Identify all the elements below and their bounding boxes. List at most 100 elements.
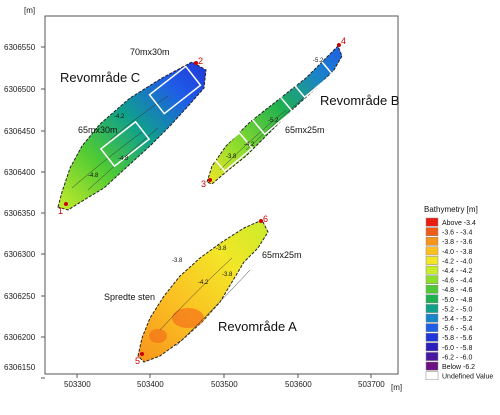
legend-swatch (425, 361, 439, 371)
y-tick-label: 6306150 (4, 363, 36, 372)
legend-swatch (425, 371, 439, 381)
region-c-dim-bottom: 65mx30m (78, 125, 118, 135)
legend-label: -4.4 - -4.2 (442, 268, 472, 275)
contour-label: -4.2 (114, 114, 125, 120)
legend-label: -4.6 - -4.4 (442, 278, 472, 285)
legend-swatch (425, 342, 439, 352)
plot-frame (44, 15, 399, 375)
corner-marker (337, 43, 341, 47)
shallow-patch (149, 329, 167, 343)
y-tick-label: 6306350 (4, 209, 36, 218)
legend-label: -3.6 - -3.4 (442, 230, 472, 237)
contour-label: -5.2 (313, 58, 324, 64)
x-axis: 503300 503400 503500 503600 503700 (64, 374, 385, 389)
contour-line (109, 95, 169, 141)
corner-number: 1 (58, 206, 63, 216)
legend-swatch (425, 246, 439, 256)
legend-label: -5.8 - -5.6 (442, 335, 472, 342)
contour-line (71, 131, 143, 189)
legend-swatch (425, 323, 439, 333)
reef-box-c-upper (148, 65, 202, 115)
contour-line (159, 257, 233, 331)
reef-box-c-lower (99, 120, 151, 168)
corner-number: 3 (201, 179, 206, 189)
corner-marker (64, 202, 68, 206)
bathymetry-legend: Bathymetry [m] Above -3.4 -3.6 - -3.4 -3.8… (424, 205, 493, 381)
legend-swatch (425, 313, 439, 323)
legend-title: Bathymetry [m] (424, 205, 478, 214)
region-a-dim: 65mx25m (262, 250, 302, 260)
legend-label: -5.6 - -5.4 (442, 326, 472, 333)
legend-label: Below -6.2 (442, 364, 475, 371)
x-tick-label: 503300 (64, 380, 91, 389)
region-c-title: Revområde C (60, 70, 140, 85)
contour-label: -4.8 (118, 156, 129, 162)
x-tick-label: 503500 (211, 380, 238, 389)
corner-number: 4 (341, 36, 346, 46)
legend-swatch (425, 256, 439, 265)
legend-swatch (425, 304, 439, 313)
x-axis-unit: [m] (391, 383, 402, 392)
corner-marker (208, 178, 212, 182)
y-tick-label: 6306250 (4, 292, 36, 301)
corner-marker (259, 219, 263, 223)
y-tick-label: 6306400 (4, 168, 36, 177)
region-a: Revområde A 65mx25m Spredte sten 6 5 -4.… (104, 214, 302, 366)
y-axis: 6306550 6306500 6306450 6306400 6306350 … (4, 43, 45, 379)
legend-swatch (425, 275, 439, 285)
contour-label: -4.8 (88, 173, 99, 179)
legend-label: -4.2 - -4.0 (442, 258, 472, 265)
y-tick-label: 6306450 (4, 127, 36, 136)
y-tick-label: 6306550 (4, 43, 36, 52)
y-axis-unit: [m] (24, 6, 35, 15)
contour-line (175, 269, 251, 347)
region-b-title: Revområde B (320, 93, 399, 108)
legend-label: Undefined Value (442, 374, 493, 381)
legend-label: -6.2 - -6.0 (442, 354, 472, 361)
corner-marker (140, 352, 144, 356)
legend-label: -6.0 - -5.8 (442, 345, 472, 352)
region-b: Revområde B 65mx25m 4 3 -5.2 -3.8 -5.2 -… (201, 36, 399, 189)
reef-box-b-lower (210, 131, 254, 173)
legend-swatch (425, 227, 439, 237)
legend-swatch (425, 352, 439, 361)
y-tick-label: 6306500 (4, 85, 36, 94)
corner-number: 6 (263, 214, 268, 224)
contour-label: -3.8 (216, 246, 227, 252)
legend-swatch (425, 294, 439, 304)
contour-label: -3.8 (172, 258, 183, 264)
legend-label: Above -3.4 (442, 220, 476, 227)
region-a-title: Revområde A (218, 319, 297, 334)
contour-label: -4.2 (244, 142, 255, 148)
shallow-patch (172, 308, 204, 328)
region-a-note: Spredte sten (104, 292, 155, 302)
region-c: Revområde C 70mx30m 65mx30m 2 1 -4.8 -4.… (57, 47, 207, 216)
contour-line (219, 109, 287, 171)
legend-swatch (425, 217, 439, 227)
legend-label: -3.8 - -3.6 (442, 239, 472, 246)
legend-swatch (425, 236, 439, 246)
legend-label: -5.2 - -5.0 (442, 306, 472, 313)
legend-swatch (425, 265, 439, 275)
y-tick-label: 6306300 (4, 250, 36, 259)
corner-number: 2 (198, 56, 203, 66)
region-b-dim: 65mx25m (285, 125, 325, 135)
x-tick-label: 503400 (137, 380, 164, 389)
legend-label: -4.8 - -4.6 (442, 287, 472, 294)
contour-label: -4.2 (198, 280, 209, 286)
legend-label: -5.4 - -5.2 (442, 316, 472, 323)
contour-label: -3.8 (226, 154, 237, 160)
region-b-survey-area (206, 45, 343, 185)
region-c-survey-area (57, 61, 207, 211)
y-tick-label: 6306200 (4, 333, 36, 342)
corner-marker (194, 61, 198, 65)
corner-number: 5 (135, 356, 140, 366)
legend-swatch (425, 332, 439, 342)
reef-box-b-middle (250, 94, 294, 136)
x-tick-label: 503600 (285, 380, 312, 389)
contour-label: -5.2 (268, 118, 279, 124)
region-c-dim-top: 70mx30m (130, 47, 170, 57)
reef-box-b-upper (290, 57, 334, 99)
